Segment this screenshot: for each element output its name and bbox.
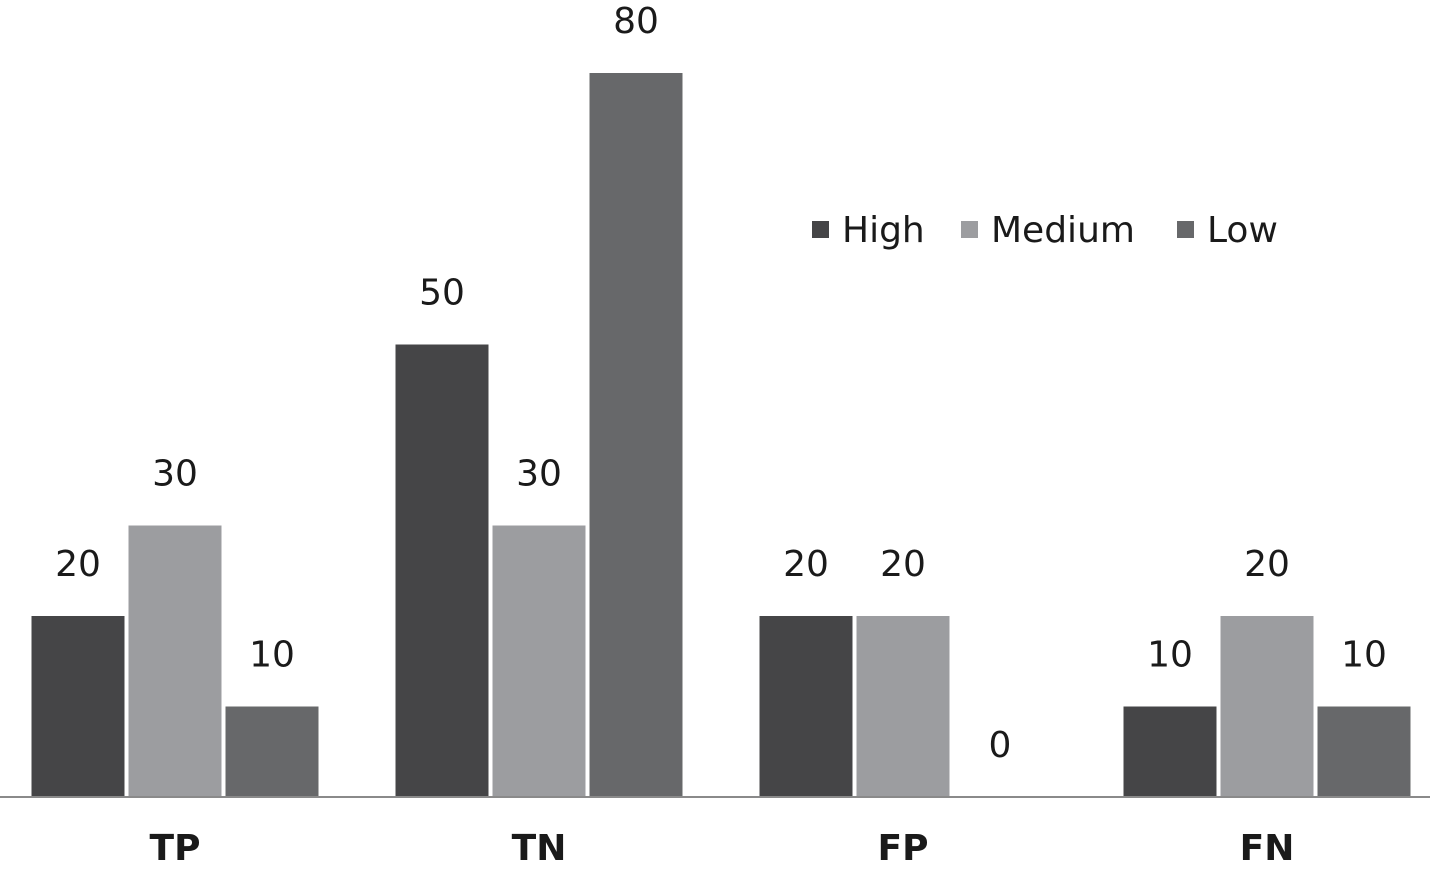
value-label: 20 [783, 544, 829, 585]
legend-label: Medium [991, 210, 1135, 251]
value-label: 10 [249, 635, 295, 676]
legend-label: Low [1207, 210, 1278, 251]
bar [1317, 706, 1411, 797]
value-label: 80 [613, 1, 659, 42]
bar [31, 616, 125, 797]
bar [225, 706, 319, 797]
bar [1123, 706, 1217, 797]
value-label: 0 [989, 725, 1012, 766]
value-label: 10 [1341, 635, 1387, 676]
bar [1220, 616, 1314, 797]
legend-label: High [842, 210, 925, 251]
value-label: 20 [880, 544, 926, 585]
value-label: 20 [55, 544, 101, 585]
x-tick-label: TP [150, 828, 201, 869]
x-tick-label: FP [878, 828, 929, 869]
x-tick-label: FN [1240, 828, 1295, 869]
bar [856, 616, 950, 797]
value-label: 10 [1147, 635, 1193, 676]
value-label: 30 [516, 454, 562, 495]
bar [589, 73, 683, 797]
bar [759, 616, 853, 797]
legend-swatch [1177, 221, 1194, 238]
value-label: 30 [152, 454, 198, 495]
legend-swatch [961, 221, 978, 238]
value-label: 20 [1244, 544, 1290, 585]
value-label: 50 [419, 273, 465, 314]
bar [128, 525, 222, 797]
x-tick-label: TN [512, 828, 567, 869]
bar [395, 344, 489, 797]
legend-swatch [812, 221, 829, 238]
bar [492, 525, 586, 797]
